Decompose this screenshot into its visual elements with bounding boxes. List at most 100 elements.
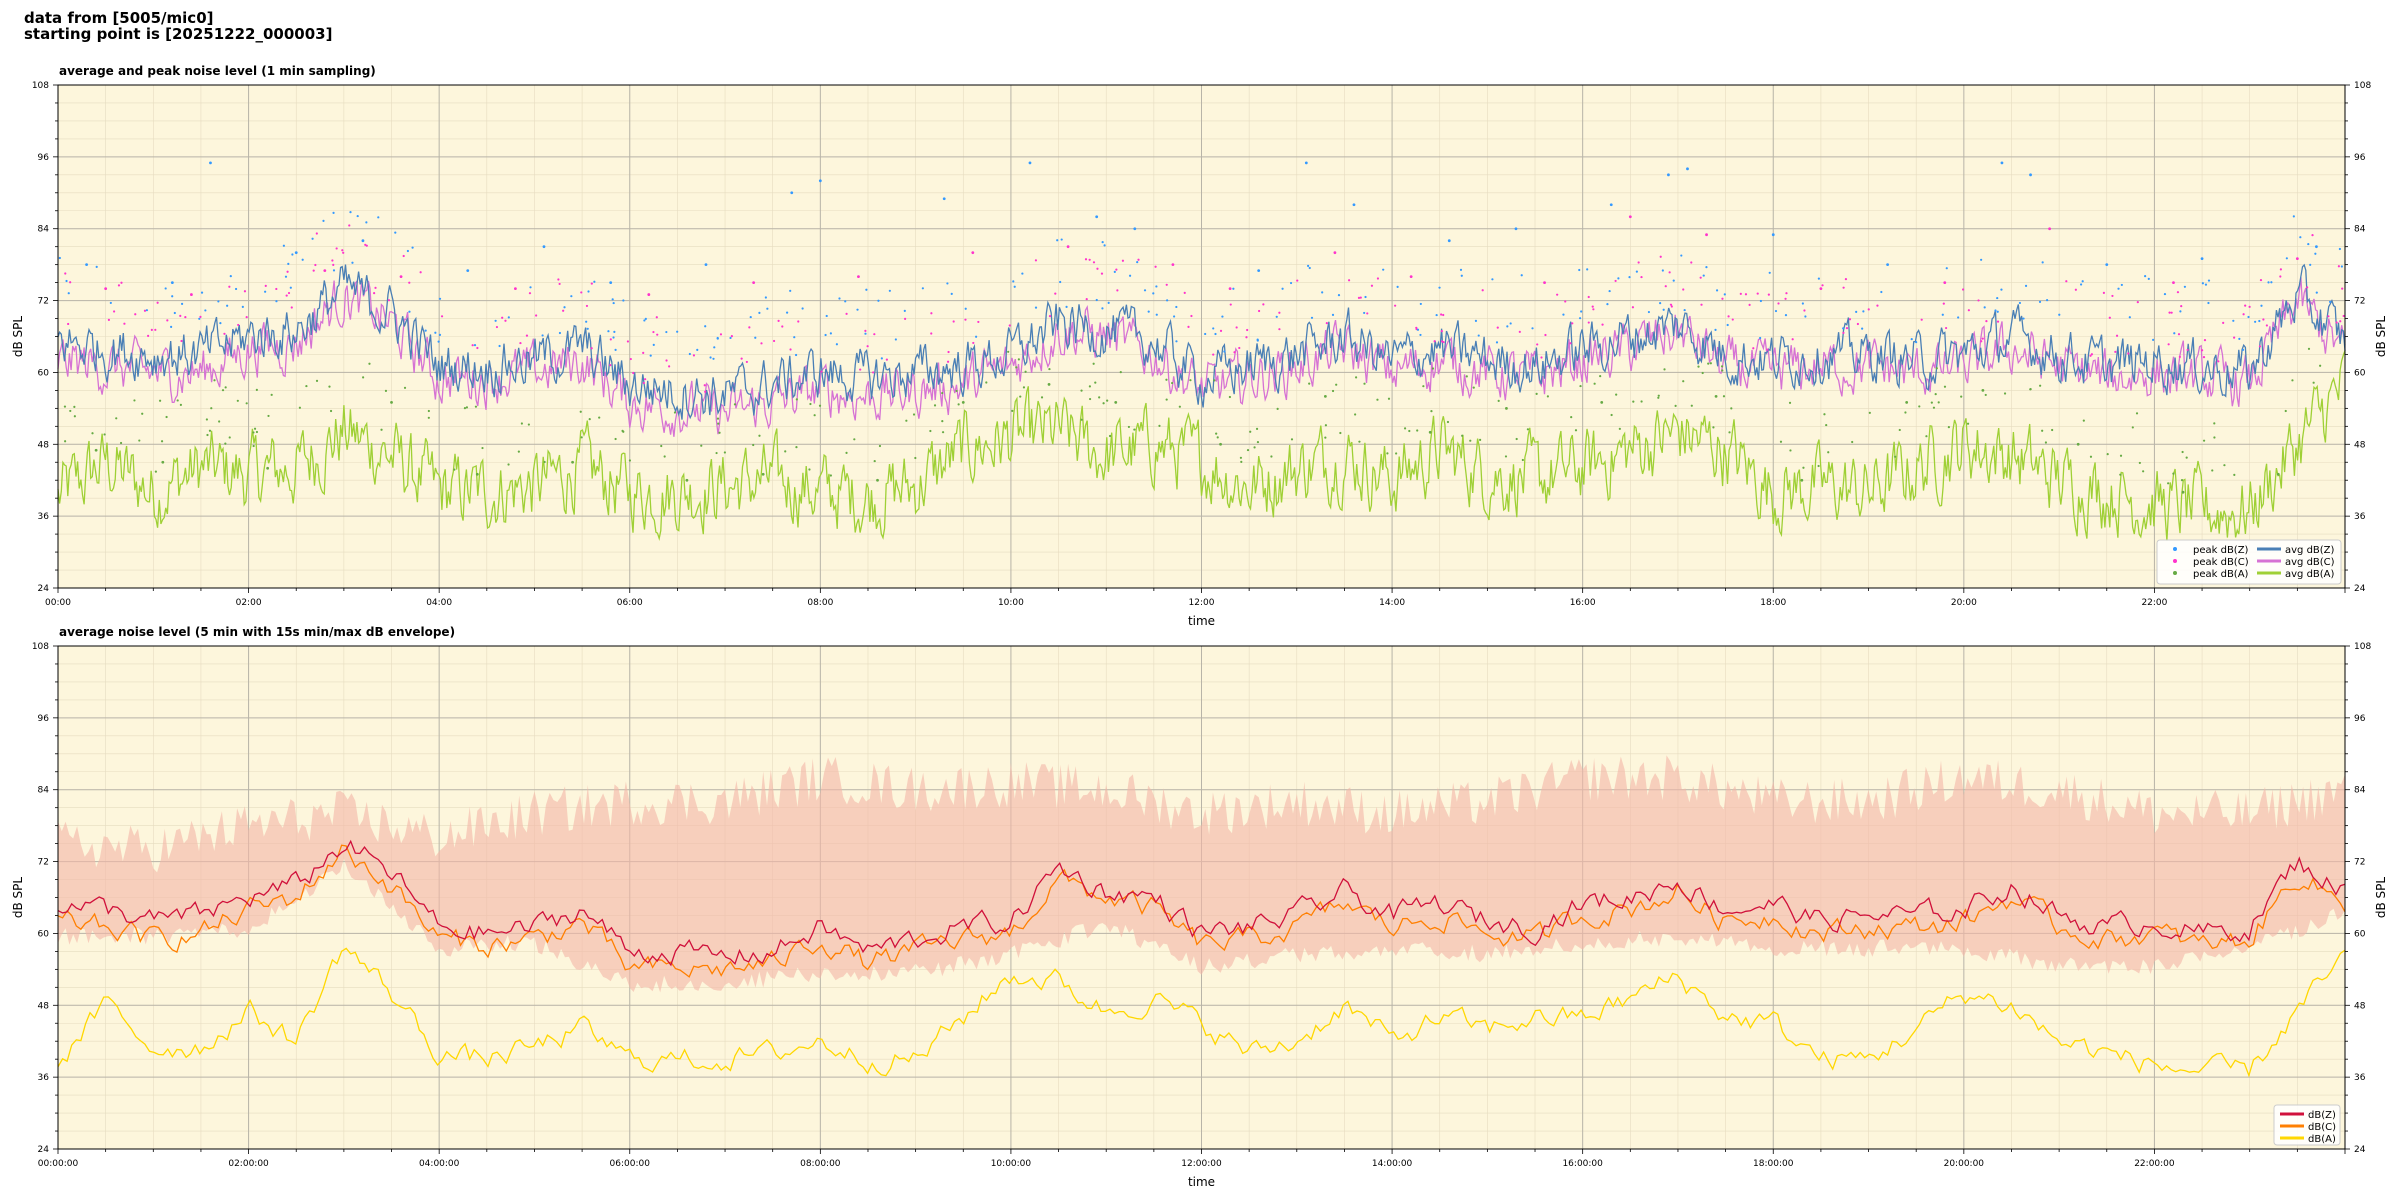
legend-box xyxy=(2156,539,2342,585)
peak-point-peak-db-c xyxy=(1347,279,1351,282)
peak-point-peak-db-a xyxy=(795,398,798,401)
peak-point-peak-db-a xyxy=(718,431,721,434)
peak-point-peak-db-c xyxy=(2222,321,2225,324)
peak-point-peak-db-a xyxy=(716,417,720,420)
peak-point-peak-db-z xyxy=(1275,315,1278,318)
peak-point-peak-db-c xyxy=(1100,272,1104,275)
peak-point-peak-db-c xyxy=(64,272,67,275)
y-tick-label-right: 48 xyxy=(2354,440,2366,450)
y-tick-label-right: 60 xyxy=(2354,929,2366,939)
peak-point-peak-db-c xyxy=(471,344,474,347)
peak-point-peak-db-c xyxy=(845,312,848,315)
peak-point-peak-db-a xyxy=(1376,398,1379,401)
peak-point-peak-db-a xyxy=(221,389,225,392)
peak-point-peak-db-c xyxy=(2090,353,2094,356)
peak-point-peak-db-z xyxy=(1880,290,1883,294)
peak-point-peak-db-c xyxy=(1876,304,1879,307)
peak-point-peak-db-c xyxy=(2327,315,2330,318)
peak-point-peak-db-a xyxy=(474,405,478,408)
peak-point-peak-db-a xyxy=(1618,427,1621,430)
peak-point-peak-db-a xyxy=(845,451,848,455)
peak-point-peak-db-a xyxy=(784,450,787,453)
peak-point-peak-db-z xyxy=(264,290,267,293)
peak-point-peak-db-a xyxy=(1011,409,1014,412)
peak-point-peak-db-c xyxy=(1668,271,1671,274)
peak-point-peak-db-a xyxy=(2051,428,2054,432)
peak-point-peak-db-a xyxy=(873,459,876,463)
peak-point-peak-db-z xyxy=(356,214,359,218)
peak-point-peak-db-c xyxy=(290,306,293,309)
peak-point-peak-db-z xyxy=(729,336,732,340)
peak-point-peak-db-c xyxy=(120,281,123,284)
peak-point-peak-db-z xyxy=(1382,268,1385,271)
peak-point-peak-db-c xyxy=(495,325,499,329)
peak-point-peak-db-a xyxy=(2003,392,2007,395)
peak-point-peak-db-a xyxy=(853,438,856,441)
peak-point-peak-db-z xyxy=(58,256,61,260)
peak-point-peak-db-z xyxy=(1337,294,1341,297)
peak-point-peak-db-c xyxy=(1536,343,1539,346)
peak-point-peak-db-a xyxy=(368,362,371,365)
peak-point-peak-db-z xyxy=(704,263,708,267)
peak-point-peak-db-z xyxy=(498,344,501,348)
peak-point-peak-db-c xyxy=(2248,305,2251,308)
peak-point-peak-db-c xyxy=(399,275,403,279)
x-tick-label: 04:00:00 xyxy=(419,1159,460,1169)
legend-label-db-z: dB(Z) xyxy=(2308,1110,2336,1121)
x-tick-label: 02:00:00 xyxy=(228,1159,269,1169)
peak-point-peak-db-a xyxy=(1526,428,1529,431)
peak-point-peak-db-c xyxy=(1359,296,1362,299)
peak-point-peak-db-a xyxy=(1570,416,1573,419)
peak-point-peak-db-c xyxy=(373,292,376,295)
y-tick-label-left: 24 xyxy=(38,1145,50,1155)
x-tick-label: 04:00 xyxy=(426,598,452,608)
peak-point-peak-db-z xyxy=(2270,281,2273,284)
y-axis-label-right: dB SPL xyxy=(2374,316,2388,358)
peak-point-peak-db-c xyxy=(1664,285,1667,288)
peak-point-peak-db-c xyxy=(1766,348,1769,351)
peak-point-peak-db-c xyxy=(245,316,248,319)
peak-point-peak-db-z xyxy=(1012,280,1015,283)
peak-point-peak-db-z xyxy=(1257,269,1261,273)
legend-label-db-a: dB(A) xyxy=(2308,1134,2336,1145)
peak-point-peak-db-a xyxy=(1106,399,1109,402)
peak-point-peak-db-c xyxy=(873,333,876,336)
peak-point-peak-db-c xyxy=(789,348,792,351)
peak-point-peak-db-z xyxy=(825,314,828,318)
peak-point-peak-db-z xyxy=(2022,317,2025,320)
peak-point-peak-db-a xyxy=(1701,371,1704,375)
peak-point-peak-db-c xyxy=(528,292,532,295)
peak-point-peak-db-c xyxy=(866,345,869,348)
peak-point-peak-db-z xyxy=(1419,333,1422,337)
peak-point-peak-db-z xyxy=(1667,173,1670,177)
peak-point-peak-db-z xyxy=(688,352,691,356)
peak-point-peak-db-c xyxy=(1137,258,1140,261)
peak-point-peak-db-a xyxy=(403,386,407,389)
peak-point-peak-db-a xyxy=(158,399,162,402)
peak-point-peak-db-a xyxy=(2119,473,2122,476)
peak-point-peak-db-z xyxy=(1983,306,1986,309)
x-tick-label: 14:00:00 xyxy=(1372,1159,1413,1169)
peak-point-peak-db-a xyxy=(929,429,932,433)
y-tick-label-left: 36 xyxy=(38,1073,50,1083)
peak-point-peak-db-a xyxy=(1219,442,1222,446)
peak-point-peak-db-c xyxy=(609,338,612,341)
peak-point-peak-db-c xyxy=(1845,327,1849,330)
peak-point-peak-db-z xyxy=(1095,298,1098,302)
y-tick-label-right: 36 xyxy=(2354,512,2366,522)
x-tick-label: 06:00:00 xyxy=(610,1159,651,1169)
peak-point-peak-db-z xyxy=(1804,315,1807,318)
peak-point-peak-db-c xyxy=(504,319,507,322)
peak-point-peak-db-c xyxy=(1727,315,1730,318)
peak-point-peak-db-z xyxy=(1331,313,1335,316)
peak-point-peak-db-a xyxy=(1253,446,1256,449)
peak-point-peak-db-z xyxy=(2258,319,2261,323)
peak-point-peak-db-a xyxy=(588,418,591,421)
peak-point-peak-db-z xyxy=(1306,264,1310,267)
peak-point-peak-db-a xyxy=(1255,427,1259,430)
peak-point-peak-db-c xyxy=(642,351,645,355)
peak-point-peak-db-z xyxy=(473,344,477,347)
peak-point-peak-db-z xyxy=(2024,284,2028,287)
peak-point-peak-db-a xyxy=(1593,382,1596,385)
